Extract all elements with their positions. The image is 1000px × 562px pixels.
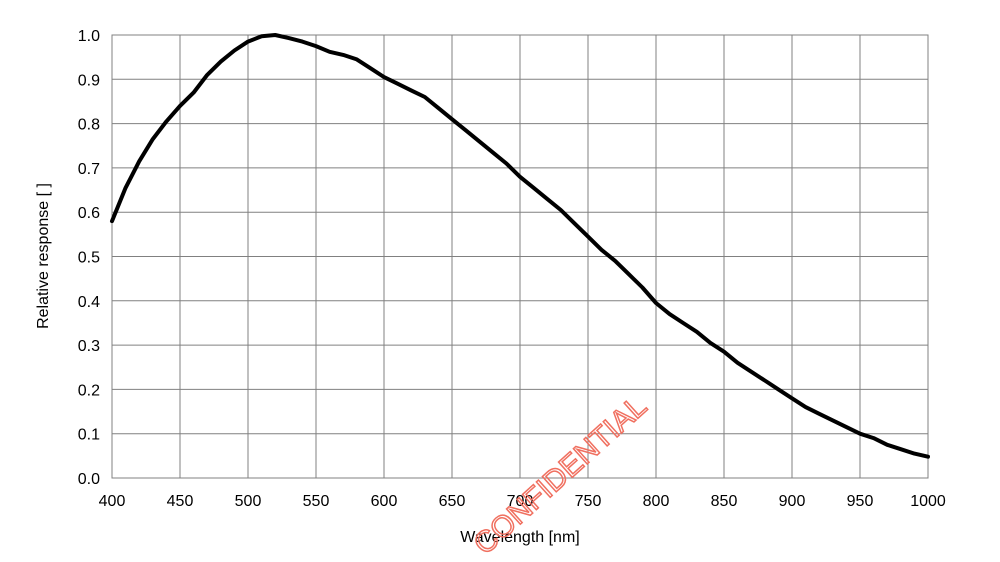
y-tick-label: 0.1 xyxy=(78,427,100,444)
y-tick-label: 0.0 xyxy=(78,471,100,488)
x-tick-label: 500 xyxy=(235,493,262,510)
x-tick-label: 750 xyxy=(575,493,602,510)
x-tick-label: 950 xyxy=(847,493,874,510)
y-tick-label: 0.5 xyxy=(78,250,100,267)
x-tick-label: 550 xyxy=(303,493,330,510)
x-tick-label: 450 xyxy=(167,493,194,510)
response-curve xyxy=(110,33,930,459)
grid xyxy=(111,34,929,479)
x-tick-label: 1000 xyxy=(910,493,946,510)
y-axis-title: Relative response [ ] xyxy=(35,183,52,329)
y-tick-label: 0.3 xyxy=(78,338,100,355)
y-tick-label: 0.7 xyxy=(78,161,100,178)
x-tick-label: 700 xyxy=(507,493,534,510)
x-tick-label: 900 xyxy=(779,493,806,510)
x-tick-label: 850 xyxy=(711,493,738,510)
plot-area-frame xyxy=(111,34,929,479)
x-tick-label: 800 xyxy=(643,493,670,510)
x-tick-label: 600 xyxy=(371,493,398,510)
y-tick-label: 1.0 xyxy=(78,28,100,45)
x-tick-label: 400 xyxy=(99,493,126,510)
x-tick-label: 650 xyxy=(439,493,466,510)
y-tick-label: 0.4 xyxy=(78,294,100,311)
y-tick-label: 0.6 xyxy=(78,205,100,222)
y-tick-label: 0.8 xyxy=(78,117,100,134)
x-axis-title: Wavelength [nm] xyxy=(460,529,579,546)
y-axis-ticks: 0.0 0.1 0.2 0.3 0.4 0.5 0.6 0.7 0.8 0.9 1.0 xyxy=(78,28,100,488)
y-tick-label: 0.2 xyxy=(78,382,100,399)
y-tick-label: 0.9 xyxy=(78,72,100,89)
x-axis-ticks: 400 450 500 550 600 650 700 750 800 850 900 950 1000 xyxy=(99,493,946,510)
